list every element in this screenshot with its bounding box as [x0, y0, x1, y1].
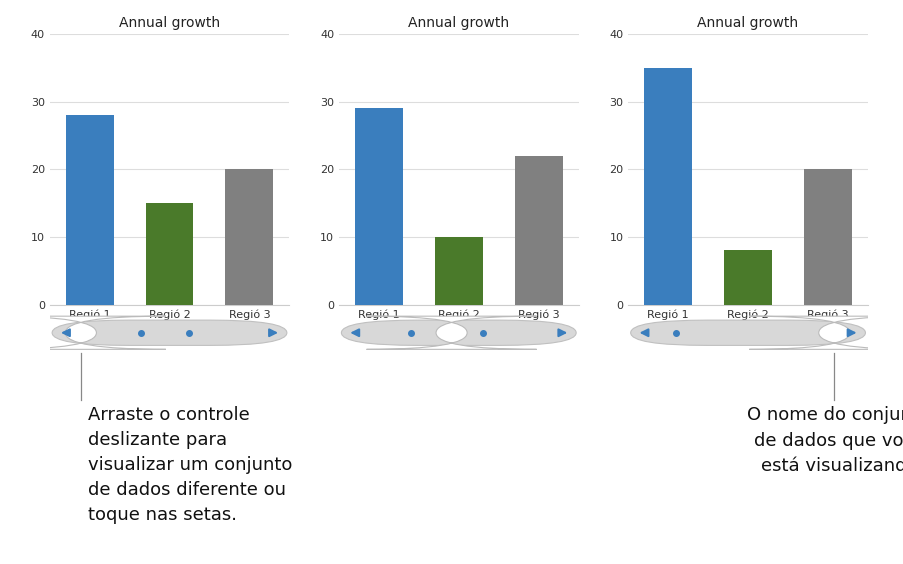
X-axis label: 2014: 2014 — [442, 327, 474, 340]
FancyBboxPatch shape — [366, 316, 536, 349]
X-axis label: 2015: 2015 — [731, 327, 763, 340]
Bar — [434, 237, 482, 305]
Bar — [723, 250, 771, 305]
Bar — [644, 68, 692, 305]
FancyBboxPatch shape — [0, 316, 166, 349]
Title: Annual growth: Annual growth — [697, 16, 797, 30]
Bar — [514, 156, 562, 305]
FancyBboxPatch shape — [630, 320, 864, 345]
Text: O nome do conjunto
de dados que você
está visualizando: O nome do conjunto de dados que você est… — [747, 406, 903, 475]
Bar — [803, 169, 851, 305]
Bar — [225, 169, 273, 305]
FancyBboxPatch shape — [52, 320, 286, 345]
Bar — [145, 203, 193, 305]
X-axis label: 2013: 2013 — [154, 327, 185, 340]
FancyBboxPatch shape — [749, 316, 903, 349]
Bar — [66, 115, 114, 305]
Title: Annual growth: Annual growth — [119, 16, 219, 30]
FancyBboxPatch shape — [341, 320, 575, 345]
Title: Annual growth: Annual growth — [408, 16, 508, 30]
Bar — [355, 108, 403, 305]
Text: Arraste o controle
deslizante para
visualizar um conjunto
de dados diferente ou
: Arraste o controle deslizante para visua… — [88, 406, 293, 524]
